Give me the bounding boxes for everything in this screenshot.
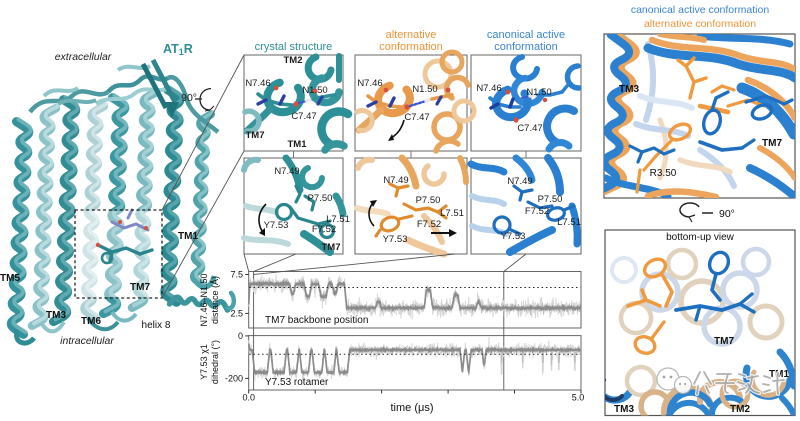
svg-text:intracellular: intracellular — [60, 335, 114, 347]
svg-text:N1.50: N1.50 — [302, 85, 327, 96]
svg-text:N7.46–N1.50: N7.46–N1.50 — [199, 273, 209, 326]
svg-text:TM1: TM1 — [178, 231, 198, 242]
svg-text:TM7: TM7 — [762, 138, 782, 149]
svg-text:TM1: TM1 — [288, 139, 308, 150]
svg-text:L7.51: L7.51 — [440, 208, 464, 219]
svg-text:bottom-up view: bottom-up view — [666, 232, 735, 243]
svg-text:extracellular: extracellular — [55, 51, 112, 63]
svg-text:AT1R: AT1R — [163, 42, 193, 57]
svg-text:TM3: TM3 — [614, 404, 634, 415]
svg-text:0.0: 0.0 — [242, 393, 255, 403]
svg-text:2.5: 2.5 — [230, 308, 243, 318]
svg-text:conformation: conformation — [494, 41, 558, 53]
svg-text:N7.46: N7.46 — [245, 78, 270, 89]
svg-text:L7.51: L7.51 — [326, 214, 350, 225]
svg-text:Y7.53 rotamer: Y7.53 rotamer — [265, 377, 329, 388]
svg-text:L7.51: L7.51 — [557, 217, 581, 228]
svg-text:N7.46: N7.46 — [476, 83, 501, 94]
svg-text:TM7 backbone position: TM7 backbone position — [265, 315, 368, 326]
svg-text:F7.52: F7.52 — [312, 224, 336, 235]
svg-text:7.5: 7.5 — [230, 270, 243, 280]
svg-text:alternative conformation: alternative conformation — [644, 18, 756, 30]
svg-text:TM7: TM7 — [322, 242, 341, 253]
svg-text:TM7: TM7 — [714, 336, 734, 347]
svg-text:5.0: 5.0 — [572, 393, 585, 403]
svg-text:C7.47: C7.47 — [291, 111, 316, 122]
svg-text:R3.50: R3.50 — [650, 168, 677, 179]
svg-text:Y7.53 χ1: Y7.53 χ1 — [199, 344, 209, 380]
svg-text:TM2: TM2 — [730, 404, 750, 415]
svg-text:90°: 90° — [719, 208, 735, 220]
svg-text:C7.47: C7.47 — [517, 123, 542, 134]
svg-text:0: 0 — [238, 331, 243, 341]
svg-text:canonical active conformation: canonical active conformation — [631, 4, 769, 16]
svg-text:F7.52: F7.52 — [417, 219, 441, 230]
svg-text:N7.46: N7.46 — [357, 78, 382, 89]
svg-text:-200: -200 — [225, 373, 243, 383]
svg-text:N7.49: N7.49 — [274, 166, 299, 177]
svg-text:dihedral (°): dihedral (°) — [210, 340, 220, 384]
svg-text:Y7.53: Y7.53 — [501, 231, 526, 242]
svg-text:TM3: TM3 — [46, 310, 66, 321]
svg-text:Y7.53: Y7.53 — [383, 234, 408, 245]
svg-text:F7.52: F7.52 — [525, 206, 549, 217]
svg-text:alternative: alternative — [386, 29, 437, 41]
svg-text:N7.49: N7.49 — [383, 175, 408, 186]
svg-text:TM6: TM6 — [81, 316, 101, 327]
svg-text:crystal structure: crystal structure — [255, 41, 333, 53]
svg-text:conformation: conformation — [379, 41, 443, 53]
svg-text:distance (Å): distance (Å) — [210, 276, 220, 324]
svg-text:time (μs): time (μs) — [390, 402, 433, 414]
svg-text:90°: 90° — [181, 92, 197, 104]
svg-text:canonical active: canonical active — [487, 29, 565, 41]
svg-text:P7.50: P7.50 — [538, 194, 563, 205]
svg-text:TM2: TM2 — [284, 55, 303, 66]
svg-text:TM5: TM5 — [0, 273, 20, 284]
svg-text:P7.50: P7.50 — [416, 195, 441, 206]
svg-text:C7.47: C7.47 — [404, 112, 429, 123]
svg-text:N1.50: N1.50 — [412, 84, 437, 95]
svg-text:N1.50: N1.50 — [526, 87, 551, 98]
svg-text:helix 8: helix 8 — [142, 320, 171, 331]
svg-text:TM7: TM7 — [246, 130, 265, 141]
svg-text:TM7: TM7 — [130, 282, 150, 293]
svg-text:TM3: TM3 — [619, 84, 639, 95]
svg-text:P7.50: P7.50 — [308, 193, 333, 204]
svg-text:N7.49: N7.49 — [507, 176, 532, 187]
svg-text:Y7.53: Y7.53 — [264, 220, 289, 231]
